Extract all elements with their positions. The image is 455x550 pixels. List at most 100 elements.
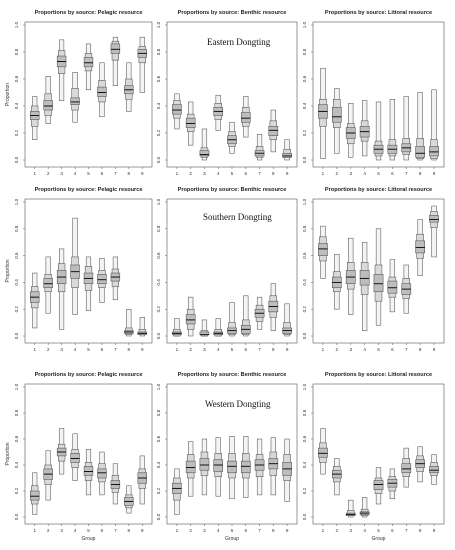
y-tick-label: 0.0 [14,513,19,520]
box-inner [429,215,439,223]
x-tick-label: 2 [336,347,339,352]
y-tick-label: 1.0 [156,383,161,390]
box-group-8 [415,219,426,276]
x-tick-label: 5 [87,171,90,176]
x-tick-label: 3 [60,347,63,352]
y-tick-label: 0.8 [302,225,307,232]
x-tick-label: 8 [128,347,131,352]
box-group-7 [110,256,121,301]
box-inner [43,278,53,289]
box-group-8 [124,485,134,514]
x-tick-label: 4 [363,528,366,533]
box-outer [284,303,290,337]
y-tick-label: 0.8 [156,409,161,416]
box-group-1 [318,225,328,279]
x-tick-label: 2 [336,528,339,533]
box-outer [139,316,145,337]
box-group-5 [227,302,237,337]
x-tick-label: 2 [336,171,339,176]
box-inner [199,150,210,157]
box-inner [373,480,384,490]
box-inner [83,57,94,68]
box-group-6 [387,99,398,161]
box-group-2 [185,101,196,146]
y-axis-label: Proportion [5,442,11,465]
box-inner [318,447,328,458]
x-tick-label: 5 [377,528,380,533]
y-tick-label: 1.0 [156,198,161,205]
x-tick-label: 4 [74,171,77,176]
box-group-8 [268,437,279,496]
x-tick-label: 9 [141,171,144,176]
box-inner [97,86,107,97]
x-tick-label: 3 [60,528,63,533]
box-group-4 [70,433,80,481]
box-group-2 [332,88,342,154]
x-tick-label: 8 [419,347,422,352]
box-outer [348,499,354,518]
x-tick-label: 7 [114,171,117,176]
x-tick-label: 9 [286,347,289,352]
box-group-8 [415,446,426,483]
box-group-4 [213,94,224,131]
box-group-7 [254,438,265,496]
box-group-3 [56,39,67,101]
box-group-3 [56,428,67,475]
x-tick-label: 7 [258,171,261,176]
box-inner [185,314,196,325]
x-tick-label: 7 [405,171,408,176]
box-outer [417,92,423,161]
box-group-2 [332,458,342,496]
box-group-9 [429,89,439,161]
box-group-8 [415,92,426,161]
panel-title: Proportions by source: Pelagic resource [35,372,143,378]
panel-2-3: Proportions by source: Littoral resource… [302,187,445,352]
x-tick-label: 4 [74,528,77,533]
y-tick-label: 1.0 [302,383,307,390]
box-group-9 [137,455,147,505]
box-inner [373,274,384,293]
x-tick-label: 2 [47,347,50,352]
box-group-1 [172,318,182,337]
box-group-7 [254,296,265,330]
panel-title: Proportions by source: Pelagic resource [35,10,143,16]
box-group-5 [373,101,384,161]
box-inner [70,97,80,105]
y-tick-label: 0.4 [14,279,19,286]
x-tick-label: 8 [272,528,275,533]
box-inner [83,466,94,476]
box-inner [268,126,279,136]
panel-1-2: Proportions by source: Benthic resource 0… [156,10,298,176]
box-group-7 [110,36,121,86]
x-tick-label: 9 [141,347,144,352]
box-group-1 [318,67,328,159]
y-tick-label: 0.6 [302,252,307,259]
box-group-3 [345,103,356,158]
y-tick-label: 1.0 [14,383,19,390]
x-tick-label: 6 [391,347,394,352]
box-outer [362,497,368,518]
box-group-3 [345,237,356,315]
box-group-6 [387,259,398,313]
box-group-5 [227,121,237,154]
region-label: Southern Dongting [203,212,272,222]
y-tick-label: 0.2 [14,306,19,313]
box-group-3 [199,438,210,496]
y-tick-label: 0.6 [156,435,161,442]
box-group-9 [429,205,439,258]
box-group-4 [359,241,370,331]
box-group-4 [213,318,224,337]
y-tick-label: 0.4 [156,279,161,286]
box-group-4 [70,217,80,315]
x-tick-label: 4 [363,347,366,352]
box-group-2 [43,76,53,124]
x-tick-label: 6 [101,171,104,176]
y-tick-label: 1.0 [14,21,19,28]
box-group-7 [401,264,412,314]
y-tick-label: 0.6 [156,252,161,259]
box-inner [172,104,182,115]
panel-1-3: Proportions by source: Littoral resource… [302,10,445,176]
y-tick-label: 0.4 [302,461,307,468]
x-tick-label: 9 [433,347,436,352]
